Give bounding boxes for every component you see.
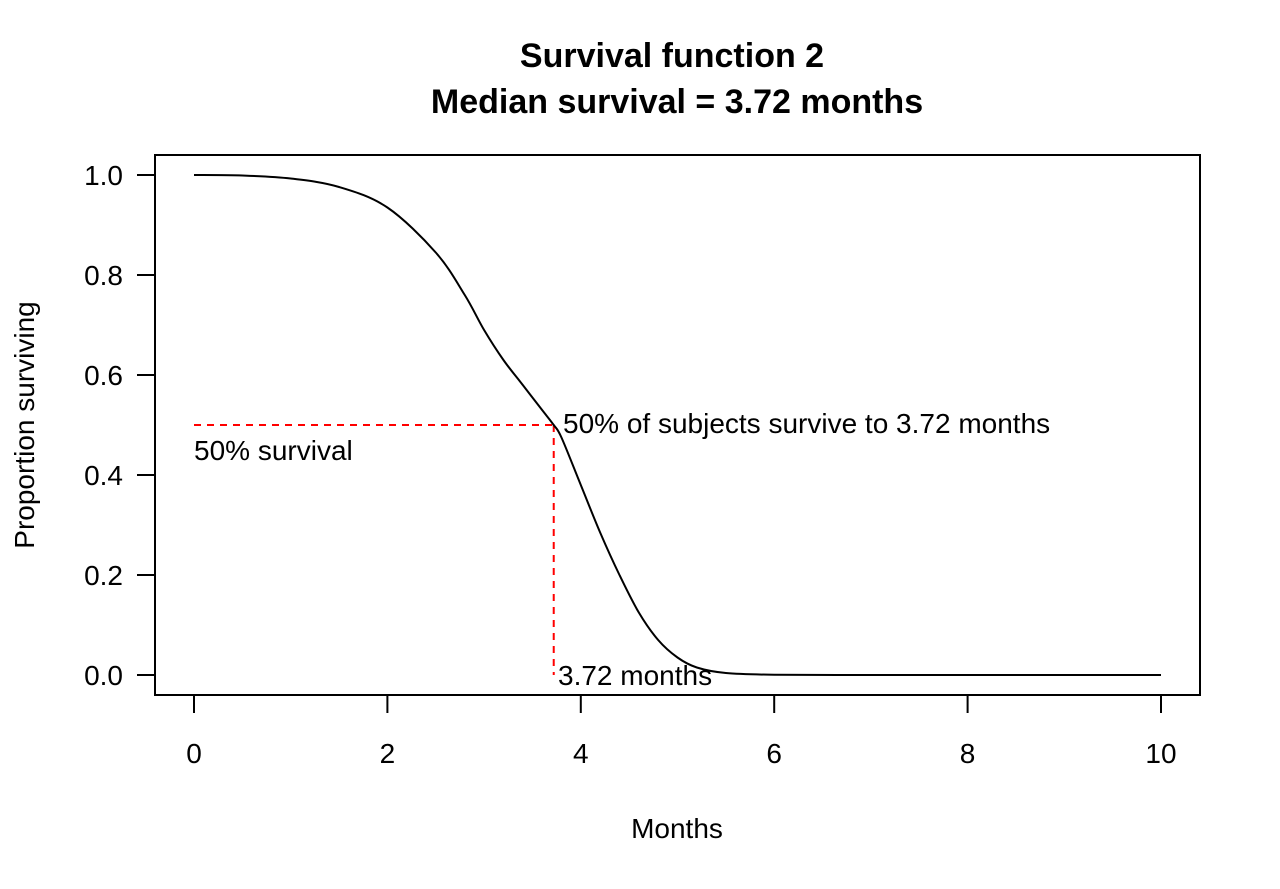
- x-tick-label: 8: [960, 738, 976, 769]
- y-tick-label: 0.8: [84, 260, 123, 291]
- chart-subtitle: Median survival = 3.72 months: [431, 83, 923, 121]
- y-tick-label: 1.0: [84, 160, 123, 191]
- y-tick-label: 0.4: [84, 460, 123, 491]
- y-axis: 0.0 0.2 0.4 0.6 0.8 1.0: [84, 160, 156, 691]
- median-horizontal-label: 50% survival: [194, 435, 353, 466]
- median-point-label: 50% of subjects survive to 3.72 months: [563, 408, 1050, 439]
- x-tick-label: 10: [1145, 738, 1176, 769]
- median-vertical-label: 3.72 months: [558, 660, 712, 691]
- x-tick-label: 4: [573, 738, 589, 769]
- x-axis: 0 2 4 6 8 10: [186, 694, 1177, 769]
- x-axis-label: Months: [631, 813, 723, 844]
- x-tick-label: 0: [186, 738, 202, 769]
- y-tick-label: 0.0: [84, 660, 123, 691]
- median-guides: [194, 424, 555, 675]
- y-tick-label: 0.6: [84, 360, 123, 391]
- y-tick-label: 0.2: [84, 560, 123, 591]
- series-layer: [193, 174, 1161, 677]
- chart-title: Survival function 2: [520, 37, 824, 75]
- survival-curve-line: [193, 174, 1161, 677]
- x-tick-label: 6: [766, 738, 782, 769]
- y-axis-label: Proportion surviving: [9, 301, 40, 548]
- x-tick-label: 2: [380, 738, 396, 769]
